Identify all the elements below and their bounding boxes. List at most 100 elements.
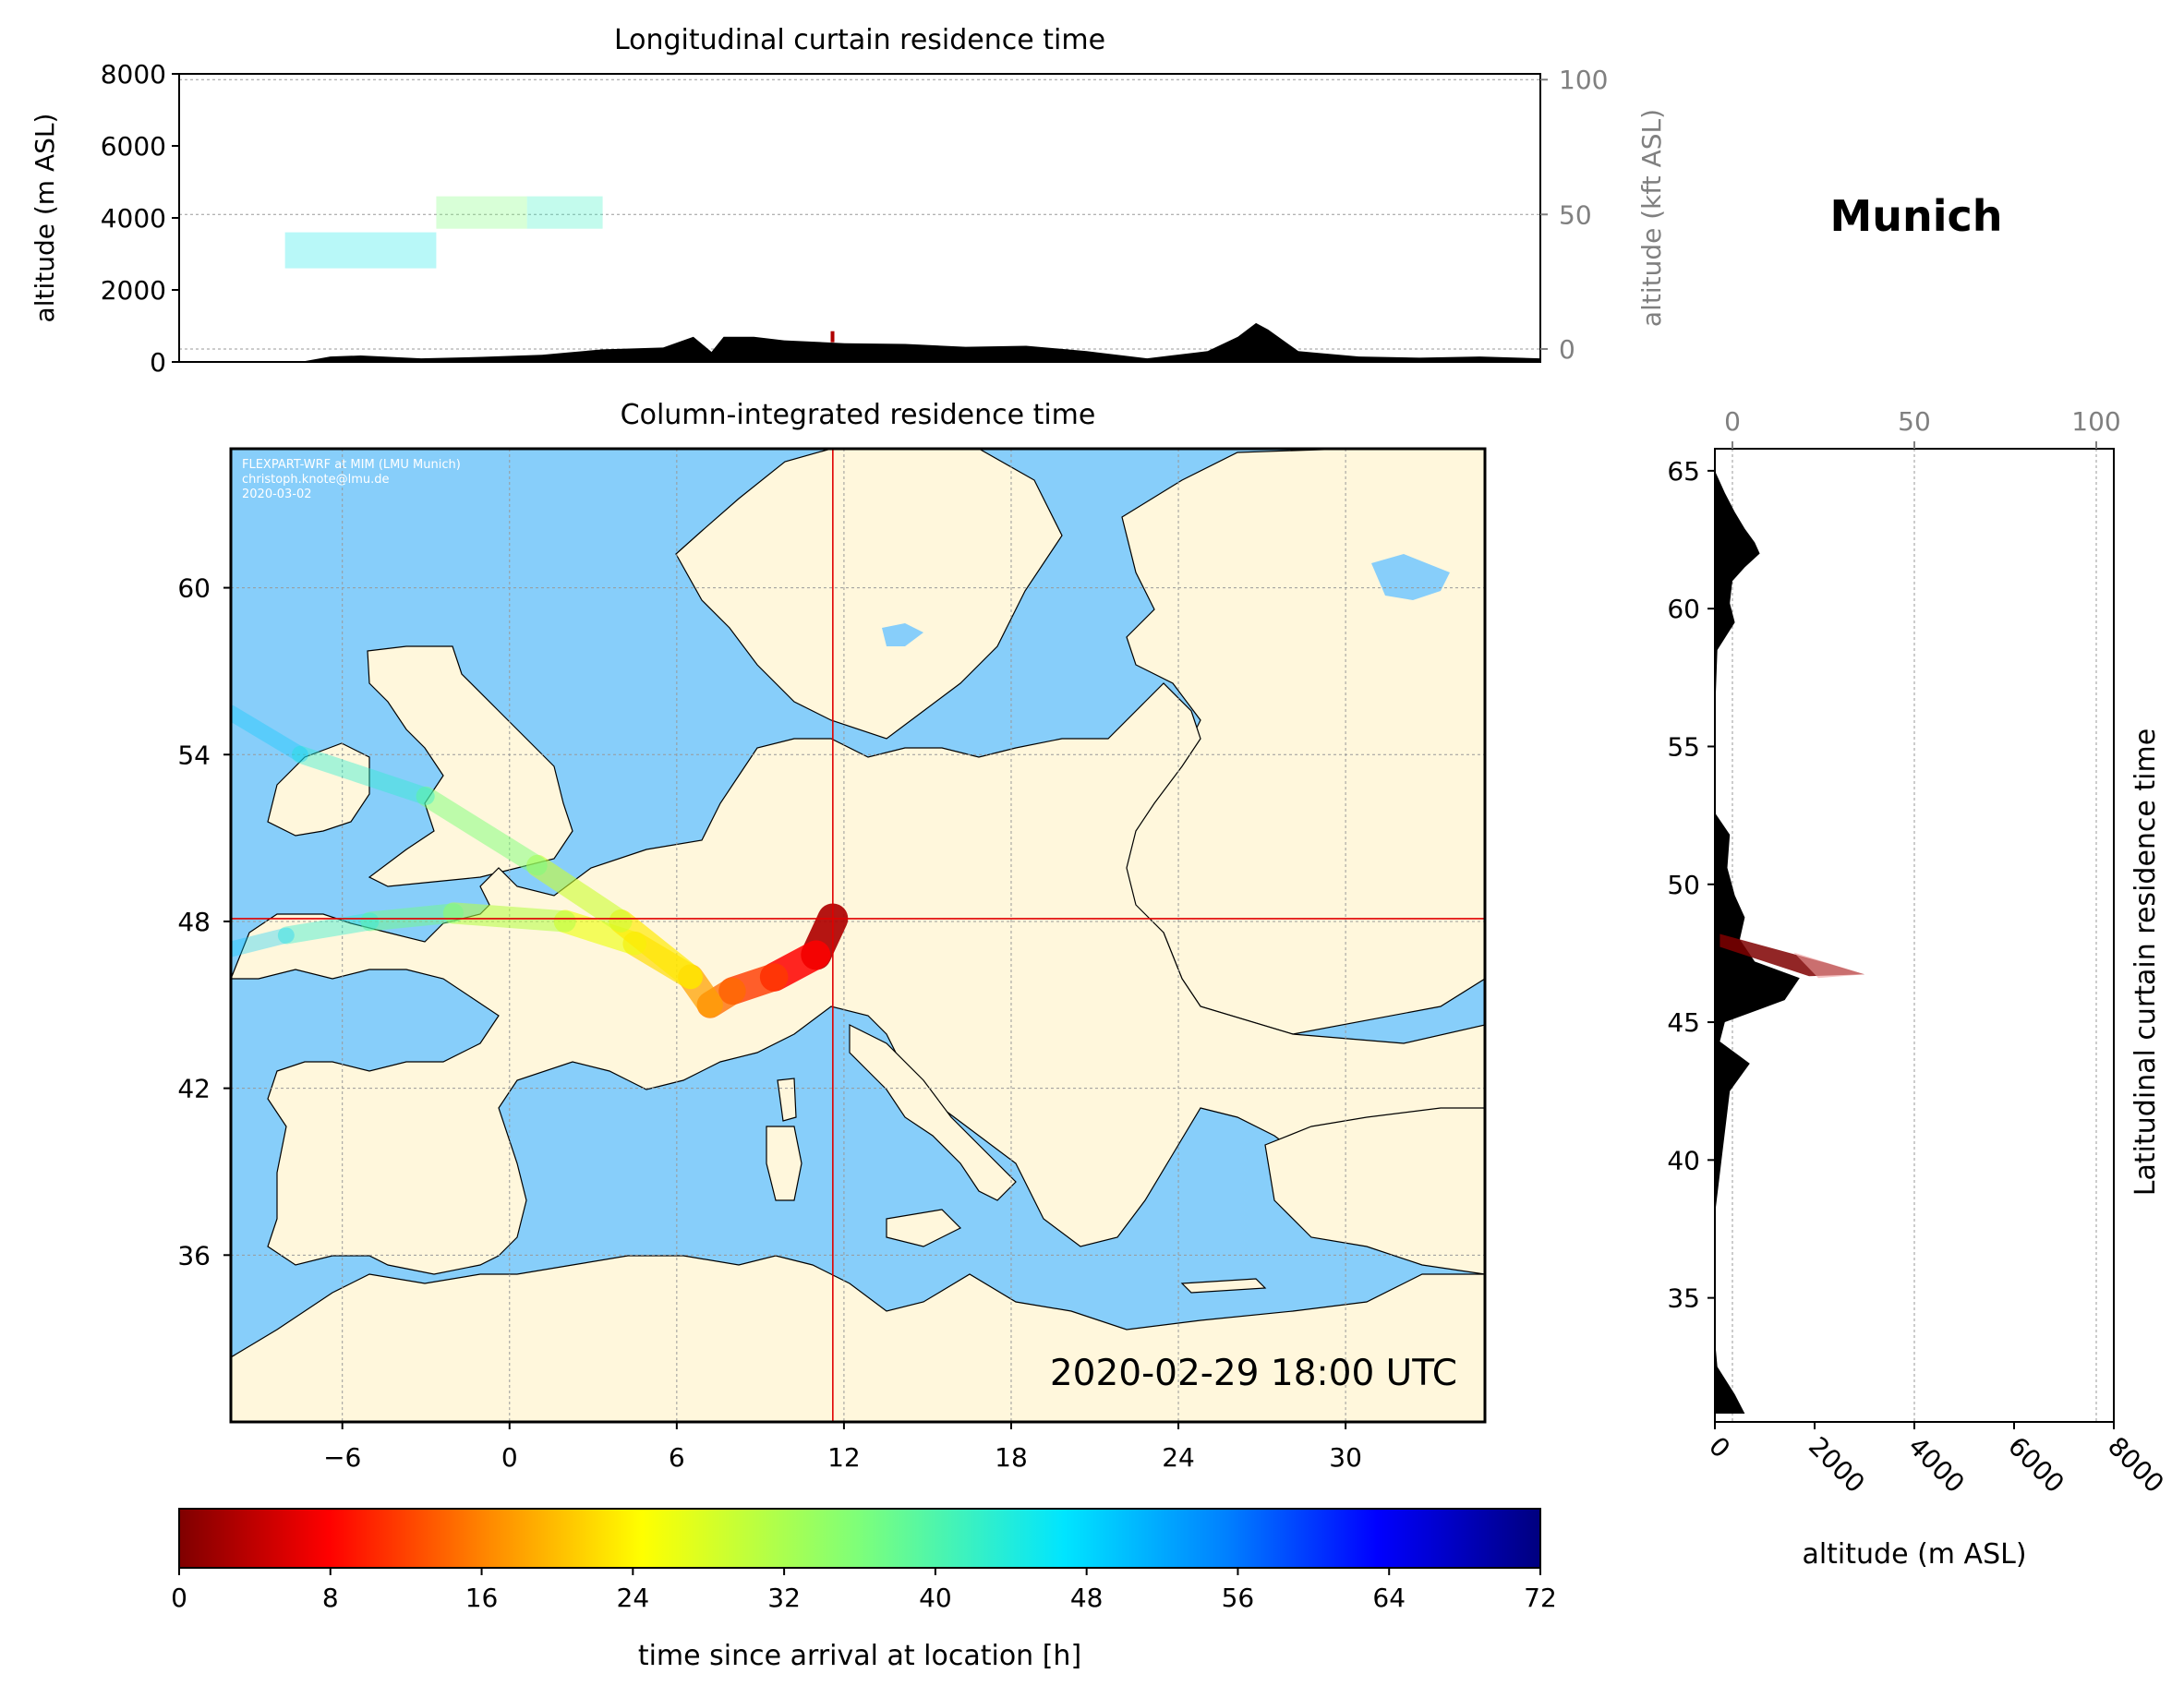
x2tick-label: 0 [1724, 406, 1741, 437]
land-continental-europe [231, 682, 1485, 1275]
trajectory-segment [609, 909, 703, 990]
colorbar-tick-label: 8 [322, 1583, 339, 1613]
ytick-label: 4000 [101, 203, 166, 234]
land-corsica [777, 1078, 797, 1122]
land-crete [1180, 1278, 1267, 1294]
ytick-label: 55 [1667, 731, 1700, 762]
map-frame [229, 447, 1487, 1424]
land-masses [231, 449, 1485, 1422]
ytick-label: 35 [1667, 1283, 1700, 1314]
xtick-label: −6 [323, 1442, 361, 1473]
latitudinal-xlabel: altitude (m ASL) [1802, 1538, 2026, 1571]
colorbar-tick-label: 56 [1222, 1583, 1255, 1613]
ytick-label: 60 [177, 573, 211, 604]
ytick-label: 40 [1667, 1145, 1700, 1175]
longitudinal-yticks: 0 2000 4000 6000 8000 [101, 59, 179, 378]
trajectory-plume [231, 704, 849, 1018]
ytick-label: 50 [1667, 870, 1700, 900]
latitudinal-x2ticks: 0 50 100 [1724, 406, 2121, 449]
land-scandinavia [675, 449, 1063, 740]
colorbar-tick-label: 48 [1070, 1583, 1104, 1613]
longitudinal-location-marker [830, 331, 835, 343]
trajectory-segment [231, 927, 295, 957]
colorbar-ticks: 0 8 16 24 32 40 48 56 64 72 [171, 1568, 1557, 1613]
xtick-label: 30 [1329, 1442, 1362, 1473]
ytick-label: 8000 [101, 59, 166, 90]
map-title: Column-integrated residence time [621, 399, 1096, 431]
map-timestamp: 2020-02-29 18:00 UTC [1050, 1353, 1457, 1394]
ytick-label: 54 [177, 740, 211, 770]
xtick-label: 2000 [1803, 1431, 1871, 1499]
watermark-line-3: 2020-03-02 [242, 488, 312, 501]
colorbar-gradient [178, 1508, 1541, 1569]
ytick-label: 48 [177, 907, 211, 937]
xtick-label: 0 [1703, 1431, 1736, 1464]
xtick-label: 12 [827, 1442, 861, 1473]
land-ireland [267, 742, 370, 837]
xtick-label: 0 [501, 1442, 518, 1473]
longitudinal-residence-patches [284, 196, 603, 269]
colorbar-label: time since arrival at location [h] [638, 1640, 1081, 1672]
colorbar-tick-label: 0 [171, 1583, 187, 1613]
trajectory-segment [231, 704, 308, 763]
ytick-label: 60 [1667, 594, 1700, 624]
colorbar-tick-label: 24 [617, 1583, 650, 1613]
map-panel: Column-integrated residence time [177, 399, 1487, 1473]
trajectory-segment [277, 912, 380, 945]
xtick-label: 8000 [2102, 1431, 2170, 1499]
colorbar-tick-label: 32 [767, 1583, 801, 1613]
latitudinal-yticks: 35 40 45 50 55 60 65 [1667, 456, 1715, 1314]
xtick-label: 18 [995, 1442, 1028, 1473]
ytick-label: 45 [1667, 1007, 1700, 1038]
ytick-label: 42 [177, 1074, 211, 1104]
trajectory-segment [553, 909, 647, 956]
land-north-africa [231, 1255, 1485, 1422]
residence-patch [436, 196, 527, 229]
map-yticks: 36 42 48 54 60 [177, 573, 231, 1270]
location-marker [830, 331, 835, 343]
watermark-line-1: FLEXPART-WRF at MIM (LMU Munich) [242, 458, 461, 472]
latitudinal-terrain [1715, 449, 1800, 1415]
latitudinal-xticks: 0 2000 4000 6000 8000 [1703, 1422, 2170, 1499]
colorbar-tick-label: 64 [1372, 1583, 1406, 1613]
land-britain [367, 645, 573, 887]
longitudinal-ylabel: altitude (m ASL) [30, 114, 60, 323]
ytick-label: 0 [150, 347, 166, 378]
trajectory-segment [360, 903, 464, 932]
xtick-label: 6000 [2002, 1431, 2070, 1499]
ytick-label: 36 [177, 1240, 211, 1270]
trajectory-segment [416, 786, 548, 876]
xtick-label: 24 [1162, 1442, 1195, 1473]
map-xticks: −6 0 6 12 18 24 30 [323, 1422, 1362, 1473]
lake-ladoga [1371, 554, 1450, 600]
colorbar: 0 8 16 24 32 40 48 56 64 72 time since arrival at… [171, 1508, 1557, 1672]
longitudinal-y2ticks: 0 50 100 [1540, 65, 1608, 365]
map-gridlines [231, 449, 1485, 1422]
lake-vanern [882, 623, 923, 646]
longitudinal-terrain [179, 322, 1540, 362]
colorbar-tick-label: 72 [1524, 1583, 1557, 1613]
longitudinal-frame [178, 73, 1541, 363]
trajectory-segment [526, 854, 633, 933]
land-sardinia [766, 1126, 802, 1201]
ytick-label: 2000 [101, 275, 166, 306]
ytick-label: 65 [1667, 456, 1700, 487]
land-turkey [1264, 1107, 1485, 1275]
xtick-label: 6 [669, 1442, 685, 1473]
longitudinal-curtain-panel: Longitudinal curtain residence time alti… [30, 24, 1667, 378]
trajectory-segment [291, 745, 435, 805]
watermark-line-2: christoph.knote@lmu.de [242, 473, 390, 487]
y2tick-label: 50 [1559, 199, 1592, 230]
trajectory-segment [442, 902, 576, 933]
map-crosshair [231, 449, 1485, 1422]
longitudinal-title: Longitudinal curtain residence time [614, 24, 1105, 56]
latitudinal-title: Latitudinal curtain residence time [2130, 729, 2162, 1196]
ytick-label: 6000 [101, 131, 166, 162]
residence-patch [526, 196, 603, 229]
residence-band-fade [1793, 952, 1864, 979]
colorbar-tick-label: 40 [919, 1583, 952, 1613]
y2tick-label: 0 [1559, 334, 1575, 365]
location-title: Munich [1829, 191, 2002, 241]
